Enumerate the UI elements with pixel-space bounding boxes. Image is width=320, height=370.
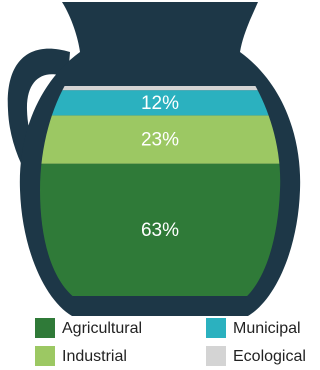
- legend-swatch: [35, 346, 55, 366]
- legend-swatch: [206, 318, 226, 338]
- legend-swatch: [35, 318, 55, 338]
- chart: 63% 23% 12% Agricultural Industrial Municipa…: [0, 0, 315, 370]
- legend-label: Agricultural: [62, 320, 142, 337]
- page: {"chart_data": {"type": "jug-stack", "ca…: [0, 0, 320, 370]
- value-label: 23%: [141, 130, 179, 151]
- legend-label: Ecological: [233, 348, 306, 365]
- value-label: 12%: [141, 93, 179, 114]
- legend: Agricultural Industrial Municipal Ecologica…: [35, 318, 306, 366]
- legend-swatch: [206, 346, 226, 366]
- legend-label: Municipal: [233, 320, 301, 337]
- legend-label: Industrial: [62, 348, 127, 365]
- value-label: 63%: [141, 220, 179, 241]
